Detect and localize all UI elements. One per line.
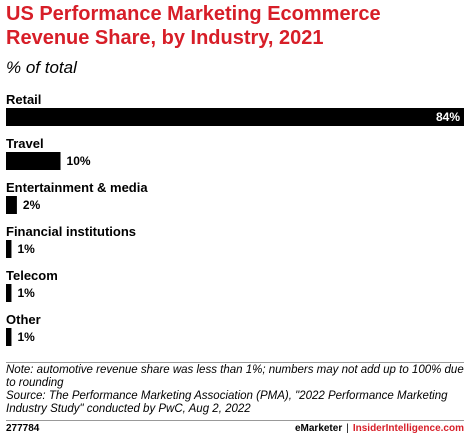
bar-chart: Retail 84% Travel 10% Entertainment & media 2… <box>6 92 464 346</box>
category-label: Entertainment & media <box>6 180 148 195</box>
category-label: Telecom <box>6 268 58 283</box>
brand-insider-intelligence[interactable]: InsiderIntelligence.com <box>352 423 464 434</box>
bar <box>6 152 61 170</box>
category-label: Retail <box>6 92 41 107</box>
chart-id: 277784 <box>6 423 40 434</box>
bar <box>6 284 12 302</box>
bar <box>6 196 17 214</box>
footer-divider <box>6 420 464 421</box>
bar <box>6 240 12 258</box>
chart-note: Note: automotive revenue share was less … <box>6 364 464 389</box>
value-label: 1% <box>17 330 35 344</box>
notes-block: Note: automotive revenue share was less … <box>6 364 464 416</box>
category-label: Travel <box>6 136 44 151</box>
bar <box>6 108 464 126</box>
chart-source: Source: The Performance Marketing Associ… <box>6 390 448 415</box>
category-label: Financial institutions <box>6 224 136 239</box>
chart-subtitle: % of total <box>6 58 77 77</box>
value-label: 2% <box>23 198 41 212</box>
value-label: 10% <box>67 154 91 168</box>
value-label: 1% <box>17 286 35 300</box>
notes-divider <box>6 362 464 363</box>
value-label: 1% <box>17 242 35 256</box>
chart-title: US Performance Marketing Ecommerce Reven… <box>6 3 381 49</box>
brand-separator: | <box>346 423 349 434</box>
category-label: Other <box>6 312 41 327</box>
footer-brand: eMarketer | InsiderIntelligence.com <box>295 423 464 435</box>
bar <box>6 328 12 346</box>
value-label: 84% <box>436 110 460 124</box>
brand-emarketer[interactable]: eMarketer <box>294 423 343 434</box>
